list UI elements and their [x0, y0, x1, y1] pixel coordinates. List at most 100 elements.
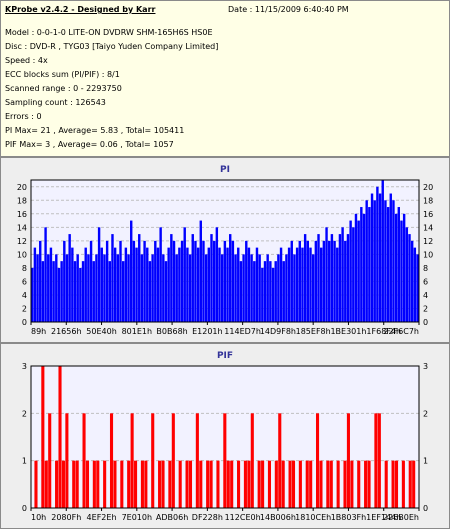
pif-bar: [34, 460, 38, 508]
pi-bar: [223, 240, 227, 322]
pi-bar: [84, 247, 87, 322]
pi-y-tick-right: 6: [423, 277, 428, 286]
pif-x-tick-label: 226B0Eh: [383, 513, 419, 522]
pi-y-tick-right: 8: [423, 264, 428, 273]
pif-bar: [85, 460, 90, 508]
pi-bar: [354, 213, 358, 322]
pif-chart-panel: PIF 0 0 1 1 2 2 3 3 10h 2080Fh 4EF2Eh 7E010h ADB06h DF…: [0, 343, 450, 529]
pif-bar: [305, 460, 309, 508]
pif-bar: [250, 413, 254, 508]
pif-bar: [216, 460, 220, 508]
pi-bar: [87, 254, 90, 322]
pif-bar: [278, 413, 282, 508]
pi-bar: [290, 240, 293, 322]
pi-bar: [250, 254, 253, 322]
pif-bar: [291, 460, 296, 508]
pi-bar: [135, 247, 138, 322]
pi-x-tick-label: 185EF8h: [296, 327, 331, 336]
pif-bar: [209, 460, 213, 508]
pif-bar: [315, 413, 320, 508]
pi-bar: [188, 254, 192, 322]
pi-bar: [175, 254, 178, 322]
pi-bar: [253, 261, 256, 322]
pi-x-tick-label: 114ED7h: [224, 327, 261, 336]
pi-x-tick-label: 1F68F4h: [366, 327, 401, 336]
pi-bar: [271, 267, 275, 322]
pi-bar: [346, 234, 350, 322]
pif-bar: [223, 413, 227, 508]
pi-bar: [330, 234, 334, 322]
pi-bar: [63, 240, 66, 322]
pi-bar: [231, 240, 235, 322]
pif-bar: [96, 460, 100, 508]
pif-y-tick-right: 2: [423, 409, 428, 418]
pi-bar: [322, 240, 326, 322]
pi-bar: [73, 261, 77, 322]
pi-bar: [140, 254, 144, 322]
pi-bar: [368, 207, 371, 322]
pif-chart: PIF 0 0 1 1 2 2 3 3 10h 2080Fh 4EF2Eh 7E010h ADB06h DF…: [22, 351, 428, 522]
pif-bar: [168, 460, 172, 508]
pif-bar: [151, 413, 155, 508]
pi-bar: [381, 180, 384, 322]
pif-y-tick-left: 3: [22, 362, 27, 371]
pi-bar: [154, 240, 157, 322]
info-scanned-range: Scanned range : 0 - 2293750: [5, 84, 122, 93]
pi-bar: [370, 193, 374, 322]
pi-bar: [282, 261, 285, 322]
pif-y-tick-right: 0: [423, 504, 428, 513]
pi-bar: [196, 247, 200, 322]
pi-bar: [111, 234, 114, 322]
pi-y-tick-right: 20: [423, 183, 433, 192]
pi-bar: [39, 240, 42, 322]
pi-bar: [71, 247, 74, 322]
pi-y-tick-left: 14: [17, 223, 27, 232]
pif-y-tick-right: 1: [423, 457, 428, 466]
pif-bar: [92, 460, 96, 508]
pi-bar: [130, 220, 133, 322]
pif-bar: [346, 413, 350, 508]
pi-bar: [159, 227, 162, 322]
pi-x-tick-label: 50E40h: [86, 327, 116, 336]
pif-bar: [72, 460, 76, 508]
pi-x-tick-label: 21656h: [51, 327, 82, 336]
pi-bar: [151, 254, 154, 322]
pi-bar: [239, 261, 243, 322]
pi-bar: [405, 227, 409, 322]
pi-bar: [226, 247, 229, 322]
pi-bar: [194, 240, 197, 322]
info-disc: Disc : DVD-R , TYG03 [Taiyo Yuden Compan…: [5, 42, 219, 51]
pi-bar: [81, 261, 85, 322]
pi-bar: [113, 247, 117, 322]
pif-bar: [134, 460, 138, 508]
pi-bar: [245, 240, 248, 322]
info-speed: Speed : 4x: [5, 56, 48, 65]
pif-plot-border: [30, 365, 420, 509]
pif-bar: [309, 460, 313, 508]
pi-bar: [55, 254, 58, 322]
pif-bar: [377, 413, 381, 508]
pif-x-tick-label: 1EF144h: [366, 513, 401, 522]
pi-chart-title: PI: [220, 165, 230, 175]
pi-bar: [143, 240, 146, 322]
pi-bar: [261, 267, 264, 322]
pi-bar: [204, 254, 208, 322]
pi-bar: [127, 254, 130, 322]
pi-bar: [220, 254, 224, 322]
pi-bar: [170, 234, 173, 322]
pi-bar: [247, 247, 251, 322]
pi-bar: [352, 227, 355, 322]
pi-bar: [103, 254, 106, 322]
pi-bar: [68, 234, 71, 322]
pi-y-tick-left: 20: [17, 183, 27, 192]
pif-bar: [75, 460, 79, 508]
pi-bar: [116, 254, 120, 322]
pif-bar: [230, 460, 234, 508]
pi-bar: [394, 213, 398, 322]
pi-y-tick-left: 6: [22, 277, 27, 286]
pi-bar: [279, 247, 283, 322]
pif-bar: [336, 460, 340, 508]
pi-y-tick-left: 18: [17, 196, 27, 205]
pi-bar: [255, 247, 259, 322]
scan-date: Date : 11/15/2009 6:40:40 PM: [228, 5, 349, 14]
